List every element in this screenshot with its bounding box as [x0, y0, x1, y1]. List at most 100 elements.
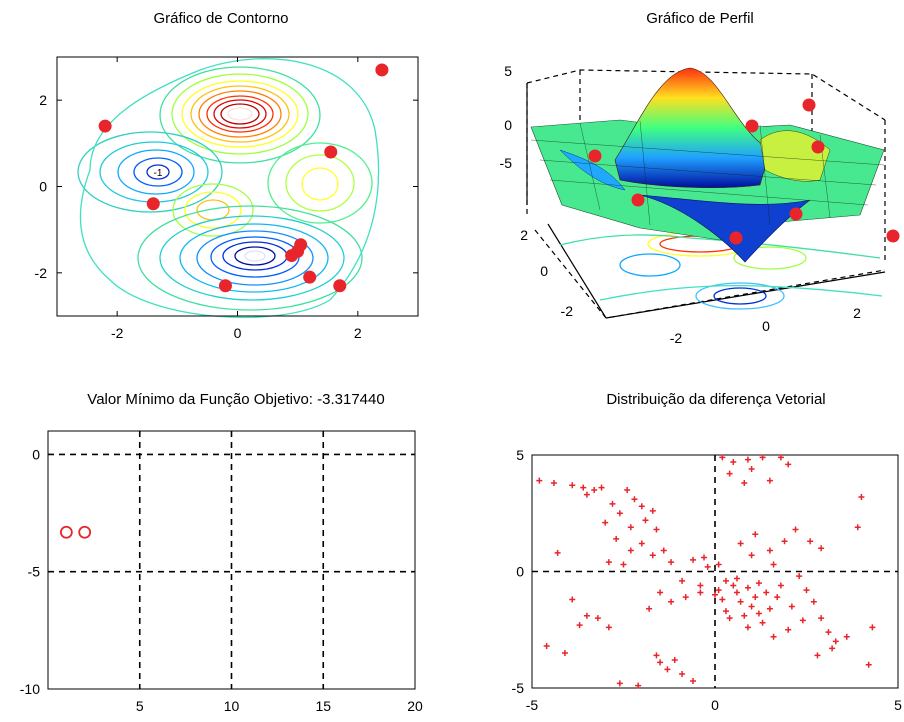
- vector-point: [602, 519, 609, 526]
- vector-point: [594, 615, 601, 622]
- contour-points: [98, 63, 389, 293]
- vector-point: [605, 559, 612, 566]
- vector-point: [752, 594, 759, 601]
- z-tick-label: 5: [504, 63, 512, 79]
- vector-point: [730, 582, 737, 589]
- vector-point: [759, 454, 766, 461]
- vector-point: [777, 582, 784, 589]
- contour-ring: [159, 215, 345, 301]
- vector-point: [649, 507, 656, 514]
- vector-point: [697, 589, 704, 596]
- vector-point: [741, 479, 748, 486]
- vector-point: [854, 524, 861, 531]
- vector-point: [712, 591, 718, 598]
- vector-point: [697, 582, 704, 589]
- vector-panel: Distribuição da diferença Vetorial -5 0 5 5…: [512, 391, 903, 713]
- vector-point: [766, 547, 773, 554]
- mesh-line: [579, 122, 601, 211]
- vector-point: [638, 540, 645, 547]
- vector-point: [646, 605, 653, 612]
- surface-panel: Gráfico de Perfil: [500, 10, 900, 346]
- vector-ticks: -5 0 5 5 0 -5: [512, 447, 903, 713]
- contour-panel: Gráfico de Contorno: [35, 10, 419, 341]
- vector-point: [748, 465, 755, 472]
- vector-point: [726, 615, 733, 622]
- mesh-line: [759, 124, 771, 226]
- vector-point: [580, 484, 587, 491]
- y-tick-label: 5: [516, 447, 524, 463]
- vector-point: [664, 666, 671, 673]
- vector-point: [613, 535, 620, 542]
- contour-lines: [77, 58, 380, 319]
- contour-ring: [172, 183, 254, 237]
- vector-point: [690, 556, 697, 563]
- vector-point: [616, 510, 623, 517]
- vector-point: [605, 624, 612, 631]
- contour-point: [333, 279, 347, 293]
- surface-title: Gráfico de Perfil: [646, 10, 754, 27]
- objective-point: [78, 525, 92, 539]
- contour-envelope: [79, 58, 380, 319]
- floor-contour: [619, 253, 681, 277]
- contour-ring: [133, 157, 183, 187]
- x-tick-label: 10: [224, 698, 240, 714]
- vector-point: [774, 594, 781, 601]
- contour-point: [285, 249, 299, 263]
- vector-point: [616, 680, 623, 687]
- mesh-line: [539, 159, 877, 186]
- vector-point: [733, 575, 740, 582]
- y-tick-label: 0: [32, 446, 40, 462]
- vector-point: [803, 587, 810, 594]
- vector-point: [843, 633, 850, 640]
- x-tick-label: 0: [711, 697, 719, 713]
- contour-ring: [146, 164, 170, 180]
- vector-point: [785, 626, 792, 633]
- x-tick-label: 0: [762, 318, 770, 334]
- surface-floor-contours: [559, 231, 883, 310]
- contour-ring: [77, 131, 223, 213]
- contour-point: [146, 197, 160, 211]
- vector-point: [869, 624, 876, 631]
- vector-point: [660, 547, 667, 554]
- contour-ring: [198, 90, 282, 138]
- vector-point: [627, 547, 634, 554]
- y-tick-label: 0: [39, 179, 47, 195]
- vector-point: [701, 554, 708, 561]
- vector-point: [825, 629, 832, 636]
- vector-point: [561, 650, 568, 657]
- y-tick-label: -5: [512, 680, 525, 696]
- contour-ring: [234, 246, 276, 266]
- surface-point: [789, 207, 803, 221]
- vector-point: [744, 624, 751, 631]
- vector-point: [810, 598, 817, 605]
- surface-point: [745, 119, 759, 133]
- surface-bump: [759, 130, 831, 182]
- contour-ring: [117, 149, 195, 195]
- vector-point: [799, 617, 806, 624]
- vector-point: [631, 496, 638, 503]
- vector-point: [763, 589, 770, 596]
- vector-point: [668, 598, 675, 605]
- surface-peak: [614, 67, 771, 189]
- vector-point: [550, 479, 557, 486]
- y-tick-label: -5: [28, 564, 41, 580]
- contour-point: [375, 63, 389, 77]
- vector-point: [770, 561, 777, 568]
- y-tick-label: 2: [39, 92, 47, 108]
- contour-ring: [137, 205, 363, 311]
- objective-panel: Valor Mínimo da Função Objetivo: -3.3174…: [20, 391, 423, 714]
- vector-point: [755, 610, 762, 617]
- floor-contour: [733, 246, 807, 270]
- objective-point: [59, 525, 73, 539]
- contour-ring: [159, 66, 321, 164]
- vector-point: [865, 661, 872, 668]
- contour-ring: [222, 241, 288, 271]
- vector-point: [788, 603, 795, 610]
- vector-point: [679, 671, 686, 678]
- mesh-line: [530, 139, 885, 166]
- x-tick-label: -2: [670, 330, 683, 346]
- box-edge: [534, 229, 886, 319]
- vector-point: [781, 538, 788, 545]
- contour-point: [218, 279, 232, 293]
- vector-point: [569, 482, 576, 489]
